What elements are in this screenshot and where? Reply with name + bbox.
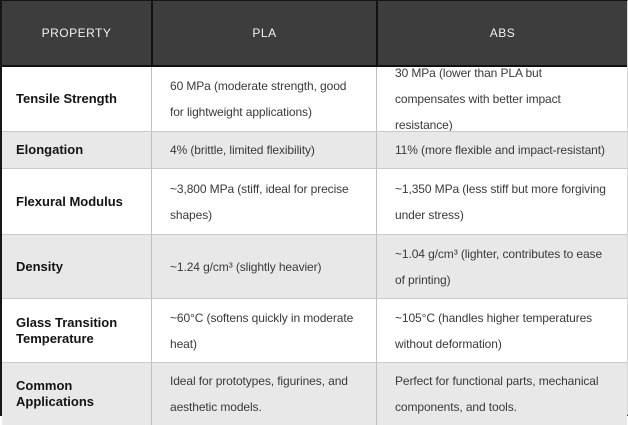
- abs-value-text: 11% (more flexible and impact-resistant): [395, 143, 605, 157]
- abs-value-text: Perfect for functional parts, mechanical…: [395, 374, 599, 414]
- pla-value: 60 MPa (moderate strength, good for ligh…: [151, 67, 376, 131]
- abs-value: ~1,350 MPa (less stiff but more forgivin…: [376, 169, 627, 234]
- pla-value: Ideal for prototypes, figurines, and aes…: [151, 363, 376, 425]
- pla-value-text: ~60°C (softens quickly in moderate heat): [170, 310, 354, 351]
- column-header-property: PROPERTY: [41, 26, 112, 40]
- abs-value: 30 MPa (lower than PLA but compensates w…: [376, 67, 627, 131]
- property-label-text: Common Applications: [16, 378, 95, 409]
- column-header-abs: ABS: [376, 1, 627, 65]
- property-label: Flexural Modulus: [2, 169, 151, 234]
- property-label: Common Applications: [2, 363, 151, 425]
- property-label-text: Density: [16, 258, 63, 274]
- pla-value-text: 4% (brittle, limited flexibility): [170, 143, 315, 157]
- table-header-row: PROPERTY PLA ABS: [2, 1, 627, 67]
- abs-value-text: ~105°C (handles higher temperatures with…: [395, 310, 593, 351]
- column-header-pla: PLA: [151, 1, 376, 65]
- abs-value: ~105°C (handles higher temperatures with…: [376, 299, 627, 362]
- abs-value-text: 30 MPa (lower than PLA but compensates w…: [395, 67, 561, 131]
- property-label: Density: [2, 235, 151, 298]
- property-label-text: Flexural Modulus: [16, 193, 123, 209]
- abs-value: ~1.04 g/cm³ (lighter, contributes to eas…: [376, 235, 627, 298]
- pla-value: ~60°C (softens quickly in moderate heat): [151, 299, 376, 362]
- table-row-tensile-strength: Tensile Strength 60 MPa (moderate streng…: [2, 67, 627, 131]
- pla-value-text: ~1.24 g/cm³ (slightly heavier): [170, 259, 322, 274]
- pla-value-text: ~3,800 MPa (stiff, ideal for precise sha…: [170, 181, 349, 222]
- pla-value-text: 60 MPa (moderate strength, good for ligh…: [170, 79, 347, 119]
- property-label: Tensile Strength: [2, 67, 151, 131]
- property-label-text: Glass Transition Temperature: [16, 314, 118, 346]
- property-label-text: Tensile Strength: [16, 91, 117, 107]
- table-row-flexural-modulus: Flexural Modulus ~3,800 MPa (stiff, idea…: [2, 168, 627, 234]
- table-row-common-applications: Common Applications Ideal for prototypes…: [2, 362, 627, 425]
- abs-value-text: ~1,350 MPa (less stiff but more forgivin…: [395, 181, 606, 222]
- table-row-elongation: Elongation 4% (brittle, limited flexibil…: [2, 131, 627, 168]
- property-label-text: Elongation: [16, 142, 84, 158]
- property-label: Elongation: [2, 132, 151, 168]
- abs-value: 11% (more flexible and impact-resistant): [376, 132, 627, 168]
- table-row-density: Density ~1.24 g/cm³ (slightly heavier) ~…: [2, 234, 627, 298]
- pla-value-text: Ideal for prototypes, figurines, and aes…: [170, 374, 348, 414]
- property-label: Glass Transition Temperature: [2, 299, 151, 362]
- abs-value: Perfect for functional parts, mechanical…: [376, 363, 627, 425]
- abs-value-text: ~1.04 g/cm³ (lighter, contributes to eas…: [395, 246, 603, 287]
- pla-value: ~1.24 g/cm³ (slightly heavier): [151, 235, 376, 298]
- pla-value: 4% (brittle, limited flexibility): [151, 132, 376, 168]
- table-row-glass-transition-temperature: Glass Transition Temperature ~60°C (soft…: [2, 298, 627, 362]
- pla-value: ~3,800 MPa (stiff, ideal for precise sha…: [151, 169, 376, 234]
